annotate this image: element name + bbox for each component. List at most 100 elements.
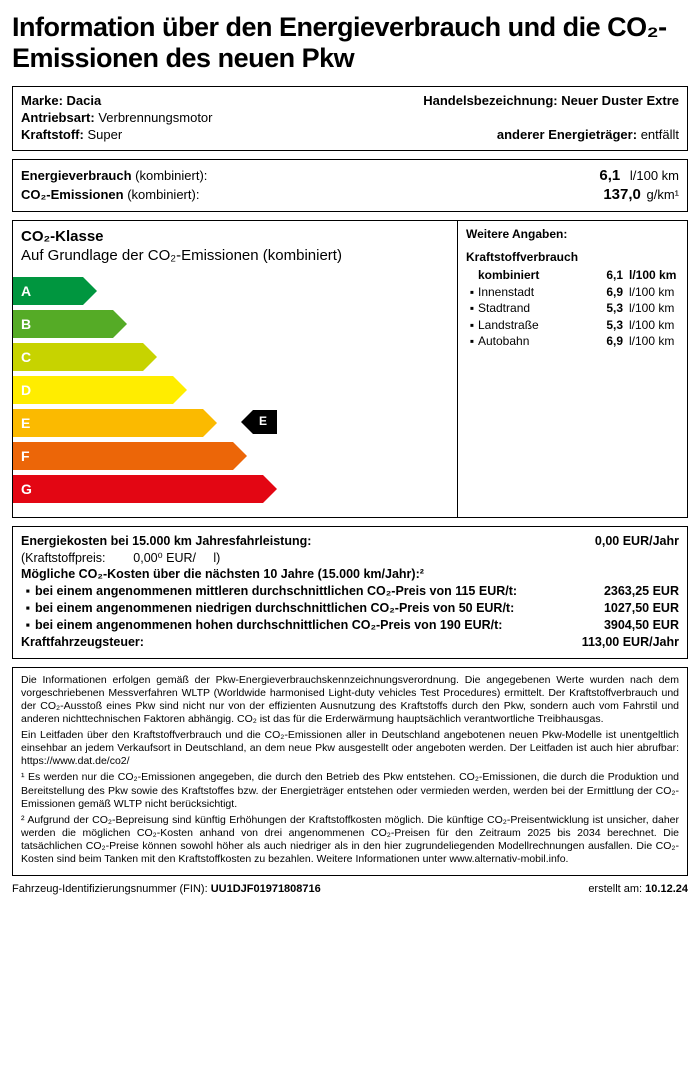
fc-value: 6,9 — [589, 334, 623, 350]
energy-bar-letter: B — [21, 315, 31, 333]
energy-label: Energieverbrauch — [21, 168, 132, 183]
other-energy-value: entfällt — [641, 127, 679, 142]
fc-row: ▪Innenstadt6,9l/100 km — [466, 285, 679, 301]
fc-value: 5,3 — [589, 301, 623, 317]
tradename-value: Neuer Duster Extre — [561, 93, 679, 108]
further-title: Weitere Angaben: — [466, 227, 679, 243]
legal-p2: Ein Leitfaden über den Kraftstoffverbrau… — [21, 729, 679, 768]
date-value: 10.12.24 — [645, 883, 688, 895]
fc-row: ▪Landstraße5,3l/100 km — [466, 318, 679, 334]
bullet-icon: ▪ — [466, 334, 478, 350]
co2-value: 137,0 — [603, 186, 641, 203]
legal-p1: Die Informationen erfolgen gemäß der Pkw… — [21, 674, 679, 727]
fc-label: Innenstadt — [478, 285, 589, 301]
energy-bar-letter: D — [21, 381, 31, 399]
further-info: Weitere Angaben: Kraftstoffverbrauch kom… — [458, 220, 688, 518]
energy-bar-letter: A — [21, 282, 31, 300]
bullet-icon: ▪ — [466, 318, 478, 334]
energy-bar-g: G — [13, 475, 263, 503]
energy-class-pointer: E — [253, 410, 277, 434]
vehicle-header-box: Marke: Dacia Handelsbezeichnung: Neuer D… — [12, 86, 688, 151]
fin-label: Fahrzeug-Identifizierungsnummer (FIN): — [12, 883, 208, 895]
brand-label: Marke: — [21, 93, 63, 108]
bullet-icon: ▪ — [466, 301, 478, 317]
energy-bar-letter: E — [21, 414, 30, 432]
fc-row: ▪Stadtrand5,3l/100 km — [466, 301, 679, 317]
energy-bars: ABCDEEFG — [13, 276, 457, 504]
legal-box: Die Informationen erfolgen gemäß der Pkw… — [12, 667, 688, 877]
bullet-icon: ▪ — [466, 285, 478, 301]
energy-bar-a: A — [13, 277, 83, 305]
energy-bar-e: E — [13, 409, 203, 437]
energy-bar-row: G — [13, 474, 457, 504]
fc-combined-label: kombiniert — [478, 268, 589, 284]
fc-unit: l/100 km — [623, 318, 679, 334]
legal-p3: ¹ Es werden nur die CO₂-Emissionen angeg… — [21, 771, 679, 810]
co2-cost-value: 3904,50 EUR — [604, 617, 679, 633]
bullet-icon: ▪ — [21, 600, 35, 616]
fc-title: Kraftstoffverbrauch — [466, 250, 578, 264]
consumption-box: Energieverbrauch (kombiniert): 6,1 l/100… — [12, 159, 688, 212]
energy-bar-f: F — [13, 442, 233, 470]
co2-chart: CO₂-Klasse Auf Grundlage der CO₂-Emissio… — [12, 220, 458, 518]
fc-row: ▪Autobahn6,9l/100 km — [466, 334, 679, 350]
co2-cost-heading: Mögliche CO₂-Kosten über die nächsten 10… — [21, 566, 679, 582]
co2-label: CO₂-Emissionen — [21, 187, 124, 202]
date-label: erstellt am: — [588, 883, 642, 895]
tradename-label: Handelsbezeichnung: — [423, 93, 557, 108]
co2-cost-value: 2363,25 EUR — [604, 583, 679, 599]
energy-bar-row: B — [13, 309, 457, 339]
fc-label: Landstraße — [478, 318, 589, 334]
co2-cost-text: bei einem angenommenen mittleren durchsc… — [35, 583, 517, 599]
energy-bar-row: E — [13, 408, 457, 438]
drive-value: Verbrennungsmotor — [98, 110, 212, 125]
bullet-icon: ▪ — [21, 617, 35, 633]
costs-box: Energiekosten bei 15.000 km Jahresfahrle… — [12, 526, 688, 659]
co2-cost-line: ▪bei einem angenommenen mittleren durchs… — [21, 583, 679, 599]
energy-bar-row: F — [13, 441, 457, 471]
energy-bar-c: C — [13, 343, 143, 371]
bullet-icon: ▪ — [21, 583, 35, 599]
fin-value: UU1DJF01971808716 — [211, 883, 321, 895]
fuel-price-line: (Kraftstoffpreis: 0,00⁰ EUR/ l) — [21, 550, 679, 566]
fc-rows: ▪Innenstadt6,9l/100 km▪Stadtrand5,3l/100… — [466, 285, 679, 350]
fc-label: Autobahn — [478, 334, 589, 350]
co2-class-section: CO₂-Klasse Auf Grundlage der CO₂-Emissio… — [12, 220, 688, 518]
chart-subtitle: Auf Grundlage der CO₂-Emissionen (kombin… — [13, 246, 457, 276]
fuel-value: Super — [87, 127, 122, 142]
legal-p4: ² Aufgrund der CO₂-Bepreisung sind künft… — [21, 814, 679, 867]
co2-cost-line: ▪bei einem angenommenen hohen durchschni… — [21, 617, 679, 633]
fuel-label: Kraftstoff: — [21, 127, 84, 142]
fc-value: 5,3 — [589, 318, 623, 334]
fc-unit: l/100 km — [623, 285, 679, 301]
other-energy-label: anderer Energieträger: — [497, 127, 637, 142]
footer: Fahrzeug-Identifizierungsnummer (FIN): U… — [12, 882, 688, 896]
fc-unit: l/100 km — [623, 301, 679, 317]
energy-bar-letter: G — [21, 480, 32, 498]
energy-suffix: (kombiniert): — [132, 168, 208, 183]
energy-unit: l/100 km — [624, 168, 679, 183]
energy-bar-letter: C — [21, 348, 31, 366]
energy-bar-row: C — [13, 342, 457, 372]
tax-label: Kraftfahrzeugsteuer: — [21, 634, 144, 650]
fc-unit: l/100 km — [623, 334, 679, 350]
tax-value: 113,00 EUR/Jahr — [582, 634, 679, 650]
drive-label: Antriebsart: — [21, 110, 95, 125]
co2-cost-text: bei einem angenommenen hohen durchschnit… — [35, 617, 502, 633]
annual-cost-label: Energiekosten bei 15.000 km Jahresfahrle… — [21, 533, 311, 549]
energy-bar-row: A — [13, 276, 457, 306]
co2-suffix: (kombiniert): — [124, 187, 200, 202]
co2-cost-line: ▪bei einem angenommenen niedrigen durchs… — [21, 600, 679, 616]
page-title: Information über den Energieverbrauch un… — [12, 12, 688, 74]
energy-bar-letter: F — [21, 447, 30, 465]
energy-bar-d: D — [13, 376, 173, 404]
co2-unit: g/km¹ — [645, 187, 680, 202]
brand-value: Dacia — [67, 93, 102, 108]
co2-cost-items: ▪bei einem angenommenen mittleren durchs… — [21, 583, 679, 634]
fc-value: 6,9 — [589, 285, 623, 301]
co2-cost-text: bei einem angenommenen niedrigen durchsc… — [35, 600, 514, 616]
fc-label: Stadtrand — [478, 301, 589, 317]
chart-title: CO₂-Klasse — [13, 227, 457, 247]
energy-bar-b: B — [13, 310, 113, 338]
energy-value: 6,1 — [599, 167, 620, 184]
